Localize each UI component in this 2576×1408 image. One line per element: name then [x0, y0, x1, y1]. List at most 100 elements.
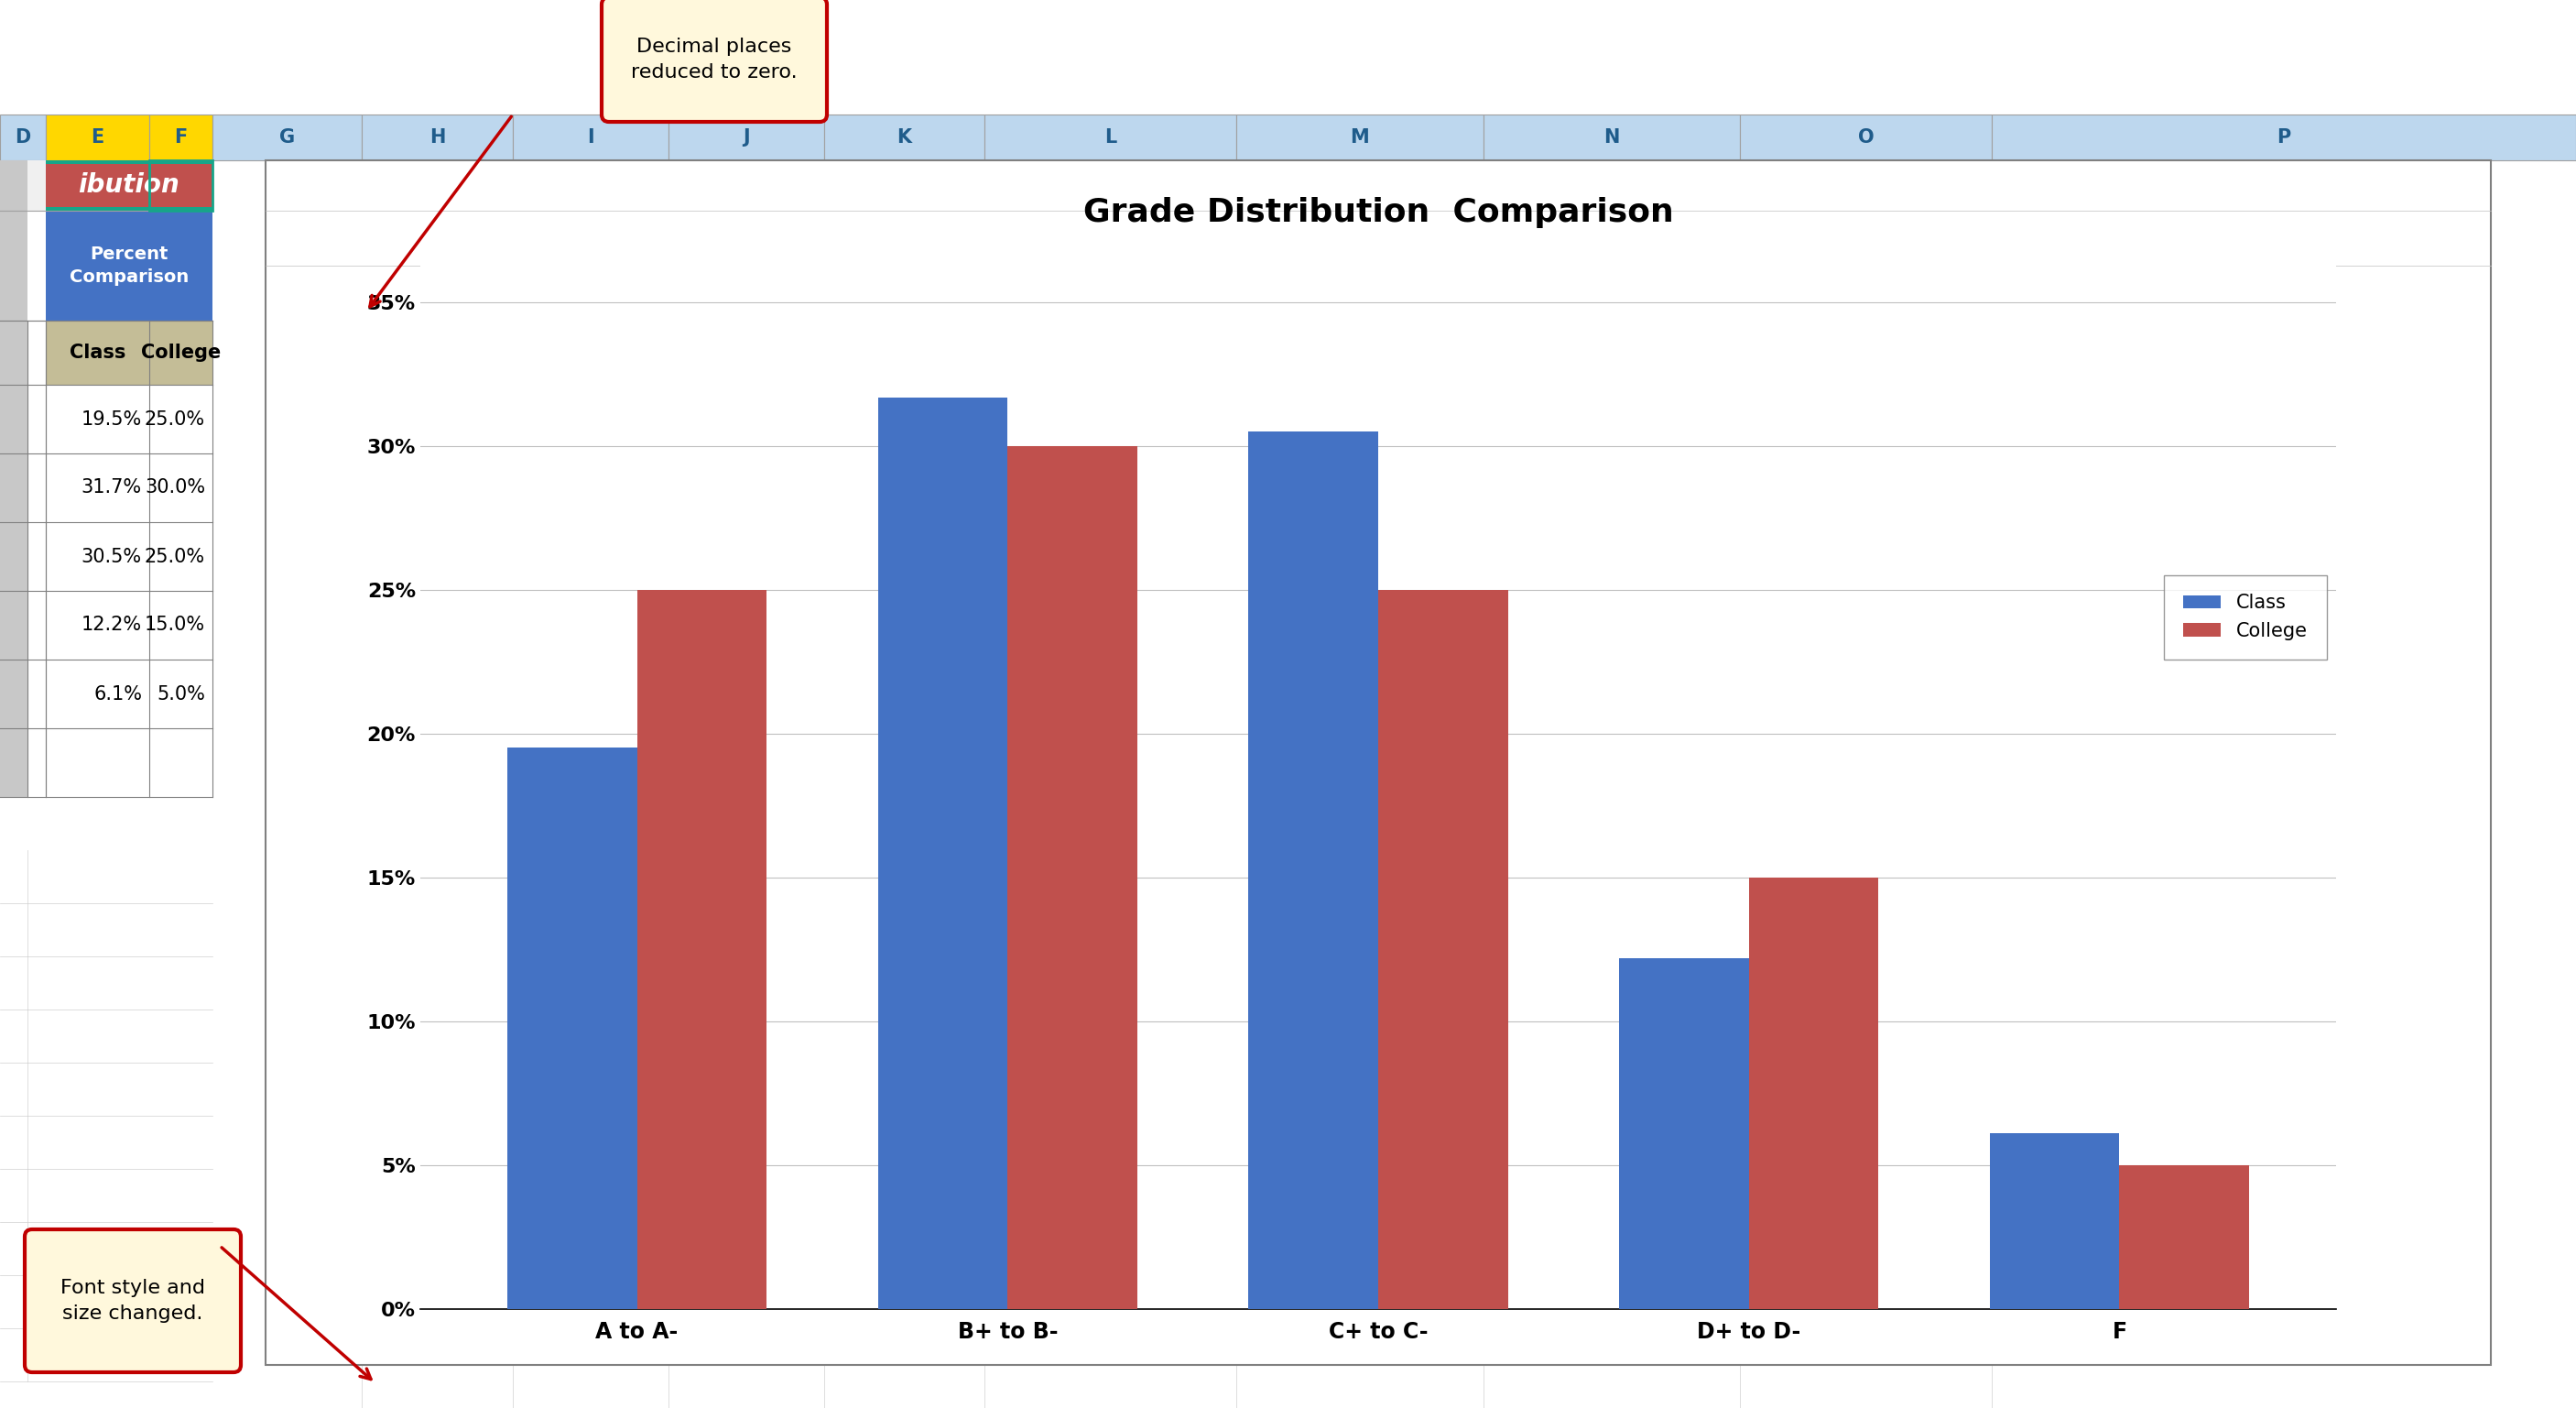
Title: Grade Distribution  Comparison: Grade Distribution Comparison — [1082, 197, 1674, 228]
Bar — [46, 384, 149, 453]
Bar — [46, 522, 149, 591]
Text: College: College — [142, 344, 222, 362]
Bar — [46, 161, 211, 163]
Text: G: G — [278, 128, 294, 146]
Bar — [28, 728, 211, 797]
Bar — [46, 591, 149, 659]
Bar — [0, 384, 28, 453]
Bar — [28, 211, 46, 321]
Bar — [0, 161, 28, 211]
Bar — [0, 114, 46, 161]
Bar — [513, 114, 670, 161]
Bar — [149, 384, 211, 453]
Bar — [265, 161, 2491, 211]
Bar — [0, 904, 211, 956]
Bar — [28, 591, 46, 659]
Bar — [46, 114, 149, 161]
Bar — [0, 321, 28, 384]
Bar — [0, 522, 28, 591]
Bar — [46, 659, 149, 728]
Bar — [878, 397, 1007, 1308]
Text: 15.0%: 15.0% — [144, 617, 206, 635]
Bar — [2120, 1164, 2249, 1308]
Bar — [1378, 590, 1507, 1308]
Bar — [28, 161, 46, 211]
FancyBboxPatch shape — [603, 0, 827, 122]
Text: Decimal places
reduced to zero.: Decimal places reduced to zero. — [631, 38, 799, 82]
Text: Percent
Comparison: Percent Comparison — [70, 245, 188, 286]
Bar — [46, 161, 211, 211]
Bar — [670, 114, 824, 161]
Text: 19.5%: 19.5% — [82, 410, 142, 428]
Bar — [0, 1010, 211, 1063]
Bar — [46, 207, 211, 211]
Bar — [149, 522, 211, 591]
Bar — [149, 114, 211, 161]
Legend: Class, College: Class, College — [2164, 574, 2326, 659]
Bar — [265, 211, 2491, 266]
Bar — [265, 161, 2491, 1364]
Bar — [1991, 114, 2576, 161]
Bar — [0, 591, 28, 659]
Bar — [149, 161, 211, 211]
Text: 30.0%: 30.0% — [144, 479, 206, 497]
Bar — [149, 659, 211, 728]
Bar — [0, 1115, 211, 1169]
Bar — [0, 1328, 211, 1381]
Text: J: J — [742, 128, 750, 146]
Bar — [46, 453, 149, 522]
Text: O: O — [1857, 128, 1873, 146]
Bar — [1007, 446, 1136, 1308]
Text: 31.7%: 31.7% — [82, 479, 142, 497]
Text: L: L — [1105, 128, 1115, 146]
Bar — [46, 211, 211, 321]
Bar — [0, 1276, 211, 1328]
Bar — [1749, 877, 1878, 1308]
Bar — [28, 659, 46, 728]
Text: D: D — [15, 128, 31, 146]
Text: M: M — [1350, 128, 1370, 146]
Bar — [28, 321, 46, 384]
Bar — [28, 453, 46, 522]
FancyBboxPatch shape — [26, 1229, 240, 1373]
Bar — [149, 453, 211, 522]
Text: 25.0%: 25.0% — [144, 548, 206, 566]
Bar — [1236, 114, 1484, 161]
Bar — [824, 114, 984, 161]
Bar — [1739, 114, 1991, 161]
Text: 12.2%: 12.2% — [82, 617, 142, 635]
Text: E: E — [90, 128, 103, 146]
Bar — [636, 590, 768, 1308]
Bar — [149, 321, 211, 384]
Bar — [28, 384, 46, 453]
Bar — [0, 211, 28, 321]
Text: 5.0%: 5.0% — [157, 684, 206, 703]
Text: Class: Class — [70, 344, 126, 362]
Bar — [0, 659, 28, 728]
Bar — [984, 114, 1236, 161]
Text: N: N — [1605, 128, 1620, 146]
Text: P: P — [2277, 128, 2290, 146]
Text: ibution: ibution — [77, 173, 180, 199]
Text: 30.5%: 30.5% — [82, 548, 142, 566]
Bar — [0, 453, 28, 522]
Text: 6.1%: 6.1% — [93, 684, 142, 703]
Text: 25.0%: 25.0% — [144, 410, 206, 428]
Bar — [1484, 114, 1739, 161]
Bar — [0, 1222, 211, 1276]
Bar — [507, 748, 636, 1308]
Bar — [46, 321, 149, 384]
Bar — [149, 591, 211, 659]
Text: K: K — [896, 128, 912, 146]
Text: Font style and
size changed.: Font style and size changed. — [59, 1278, 206, 1322]
Text: I: I — [587, 128, 595, 146]
Bar — [1249, 432, 1378, 1308]
Text: F: F — [175, 128, 188, 146]
Bar — [0, 850, 211, 904]
Bar — [0, 956, 211, 1010]
Bar — [361, 114, 513, 161]
Text: H: H — [430, 128, 446, 146]
Bar — [0, 728, 28, 797]
Bar — [1620, 957, 1749, 1308]
Bar — [1989, 1133, 2120, 1308]
